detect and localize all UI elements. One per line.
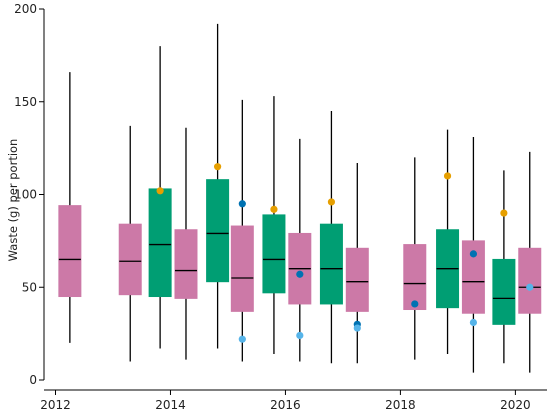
point-orange-4 [270,205,278,213]
box-iqr-pink [403,244,427,311]
y-axis: 0 50 100 150 200 [14,2,45,387]
y-tick-label: 50 [22,280,37,294]
point-orange-14 [500,209,508,217]
box-iqr-pink [58,205,82,298]
box-3 [174,127,198,360]
x-tick-label: 2016 [270,398,301,412]
box-14 [518,151,542,373]
box-iqr-green [492,258,516,325]
point-light_blue-6 [296,331,304,340]
box-iqr-pink [461,240,485,314]
point-light_blue-9 [353,324,361,332]
box-iqr-green [148,188,172,298]
box-iqr-pink [118,223,142,296]
box-4 [206,23,230,349]
point-orange-0 [156,187,164,195]
y-tick-label: 150 [14,95,37,109]
x-tick-label: 2020 [500,398,531,412]
x-tick-label: 2014 [155,398,186,412]
box-0 [58,72,82,343]
y-tick-label: 0 [29,373,37,387]
point-orange-1 [214,163,222,171]
box-iqr-green [206,179,230,283]
y-tick-label: 100 [14,188,37,202]
plot-area [58,23,542,373]
box-10 [403,157,427,360]
box-iqr-pink [345,247,369,312]
box-6 [262,96,286,355]
x-tick-label: 2018 [385,398,416,412]
box-iqr-pink [230,225,254,312]
point-dark_blue-5 [296,270,304,278]
point-orange-11 [443,172,452,180]
x-tick-label: 2012 [40,398,71,412]
point-dark_blue-10 [411,300,419,308]
point-orange-7 [327,198,336,206]
box-iqr-pink [174,229,198,299]
y-tick-label: 200 [14,2,37,16]
box-9 [345,162,369,364]
x-axis: 2012 2014 2016 2018 2020 [40,389,547,412]
box-11 [436,129,460,355]
point-light_blue-3 [238,335,246,343]
point-light_blue-13 [469,318,478,327]
box-13 [492,170,516,364]
box-iqr-green [319,223,343,305]
point-light_blue-15 [526,283,534,291]
box-5 [230,99,254,362]
box-1 [118,125,142,362]
box-2 [148,46,172,349]
box-8 [319,111,343,364]
box-iqr-pink [518,247,542,314]
point-dark_blue-2 [238,200,246,208]
point-dark_blue-12 [469,250,478,258]
box-iqr-green [262,214,286,294]
y-axis-title: Waste (g) per portion [6,139,20,262]
box-7 [288,138,312,362]
